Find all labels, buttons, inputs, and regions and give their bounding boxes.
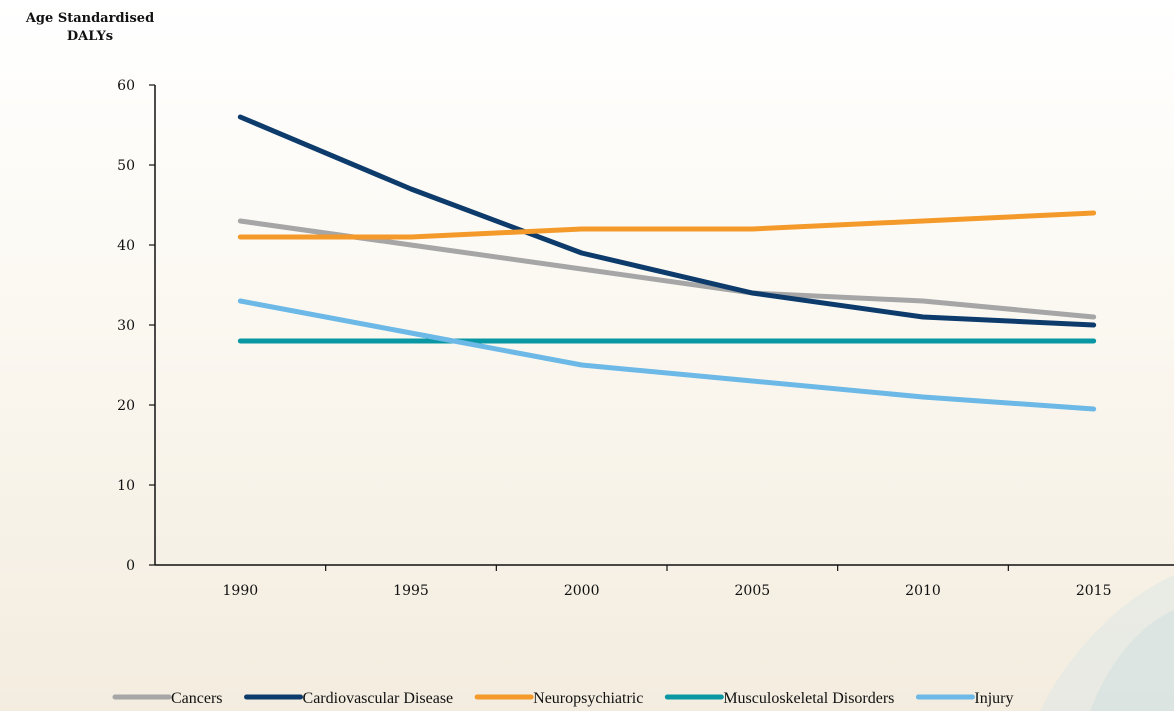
series-line-cardiovascular-disease (237, 114, 1097, 328)
y-axis-title-line1: Age Standardised (25, 11, 154, 26)
legend-item: Cancers (112, 690, 223, 707)
x-tick-label: 1995 (393, 583, 429, 599)
legend-label: Cardiovascular Disease (303, 690, 454, 707)
y-tick-label: 40 (117, 238, 135, 254)
y-tick-label: 20 (117, 398, 135, 414)
y-tick-label: 50 (117, 158, 135, 174)
legend-item: Musculoskeletal Disorders (664, 690, 894, 707)
x-tick-label: 2015 (1076, 583, 1112, 599)
x-tick-label: 2010 (905, 583, 941, 599)
y-axis-title-line2: DALYs (67, 29, 113, 44)
x-tick-label: 2005 (735, 583, 771, 599)
series-lines (237, 114, 1097, 412)
x-tick-label: 1990 (223, 583, 259, 599)
x-tick-label: 2000 (564, 583, 600, 599)
legend-label: Cancers (171, 690, 223, 707)
series-line-injury (237, 298, 1097, 412)
series-line-neuropsychiatric (237, 210, 1097, 240)
legend-item: Neuropsychiatric (474, 690, 643, 707)
legend-label: Neuropsychiatric (533, 690, 643, 707)
axes: 0 10 20 30 40 50 60 1990 1995 2000 2005 2010 2015 (117, 78, 1174, 599)
y-tick-label: 30 (117, 318, 135, 334)
y-tick-label: 10 (117, 478, 135, 494)
legend: Cancers Cardiovascular Disease Neuropsychi… (112, 690, 1014, 707)
legend-item: Cardiovascular Disease (244, 690, 454, 707)
background-swoosh (1040, 575, 1174, 711)
legend-label: Musculoskeletal Disorders (723, 690, 894, 707)
y-tick-label: 0 (126, 558, 135, 574)
series-line-cancers (237, 218, 1097, 320)
legend-label: Injury (974, 690, 1013, 707)
y-tick-label: 60 (117, 78, 135, 94)
legend-item: Injury (915, 690, 1014, 707)
